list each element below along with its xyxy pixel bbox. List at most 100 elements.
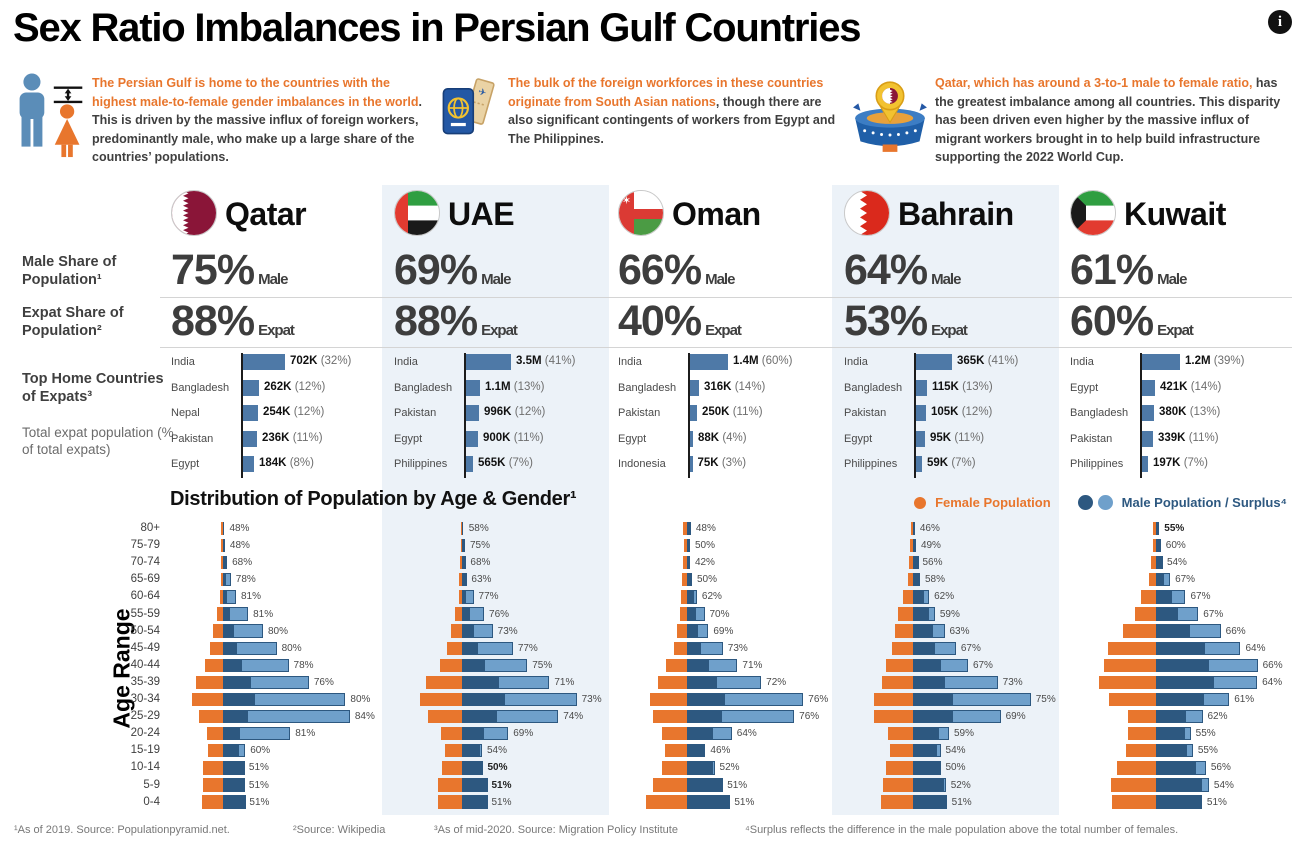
pyramid-female-bar [198, 709, 223, 724]
expat-origin-bar [690, 405, 697, 421]
pyramid-male-bar [1156, 675, 1213, 690]
pyramid-pct-label: 51% [1206, 796, 1227, 808]
pyramid-pct-label: 81% [295, 728, 316, 740]
pyramid-pct-label: 69% [513, 728, 534, 740]
pyramid-pct-label: 78% [293, 659, 314, 671]
expat-origin-bar [690, 456, 693, 472]
pyramid-surplus-bar [723, 692, 804, 707]
pyramid-surplus-bar [1159, 538, 1162, 553]
footnote-4: ⁴Surplus reflects the difference in the … [745, 824, 1179, 836]
pyramid-pct-label: 62% [701, 591, 722, 603]
pyramid-male-bar [687, 692, 724, 707]
pyramid-surplus-bar [934, 641, 956, 655]
male-female-height-icon [12, 72, 88, 168]
chart-legend: Female Population Male Population / Surp… [914, 495, 1287, 510]
age-tick-label: 75-79 [130, 539, 160, 552]
pyramid-male-bar [913, 556, 917, 570]
pyramid-female-bar [881, 675, 913, 690]
pyramid-male-bar [687, 538, 690, 553]
pyramid-pct-label: 76% [313, 676, 334, 688]
pyramid-surplus-bar [715, 675, 762, 690]
label-expat-share: Expat Share of Population² [22, 305, 124, 340]
pyramid-surplus-bar [928, 607, 935, 621]
pyramid-male-bar [913, 521, 915, 536]
expat-origin-bar [1142, 379, 1155, 396]
expat-origin-bar [690, 430, 693, 447]
pyramid-female-bar [1127, 709, 1156, 724]
pyramid-male-bar [687, 641, 701, 655]
pyramid-pct-label: 50% [697, 574, 718, 586]
pyramid-surplus-bar [712, 727, 732, 741]
pyramid-male-bar [913, 573, 919, 587]
expat-share-kuwait: 60% Expat [1070, 297, 1194, 346]
pyramid-surplus-bar [485, 795, 488, 809]
pyramid-male-bar [1156, 692, 1203, 707]
pyramid-male-bar [462, 692, 505, 707]
pyramid-surplus-bar [228, 607, 249, 621]
pyramid-pct-label: 48% [229, 540, 250, 552]
pyramid-surplus-bar [944, 675, 998, 690]
expat-origin-value: 105K (12%) [931, 406, 993, 418]
pyramid-surplus-bar [720, 778, 723, 792]
pyramid-female-bar [661, 727, 687, 741]
pyramid-surplus-bar [1201, 778, 1209, 792]
pyramid-female-bar [441, 761, 462, 775]
pyramid-pct-label: 67% [1203, 608, 1224, 620]
pyramid-male-bar [687, 675, 716, 690]
pyramid-pct-label: 50% [487, 762, 508, 774]
pyramid-female-bar [1108, 641, 1156, 655]
pyramid-pct-label: 51% [491, 779, 512, 791]
pyramid-male-bar [1156, 556, 1162, 570]
age-tick-label: 5-9 [143, 778, 160, 791]
pyramid-female-bar [658, 675, 687, 690]
footnote-2: ²Source: Wikipedia [293, 824, 386, 836]
pyramid-pct-label: 80% [268, 625, 289, 637]
info-button[interactable]: i [1268, 10, 1292, 34]
pyramid-section-title: Distribution of Population by Age & Gend… [170, 488, 577, 510]
pyramid-pct-label: 54% [945, 745, 966, 757]
pyramid-pct-label: 71% [554, 676, 575, 688]
pyramid-surplus-bar [1203, 641, 1241, 655]
expat-origin-value: 236K (11%) [262, 431, 323, 444]
pyramid-pct-label: 56% [1210, 762, 1231, 774]
pyramid-female-bar [455, 607, 462, 621]
pyramid-surplus-bar [720, 709, 795, 724]
pyramid-surplus-bar [694, 607, 705, 621]
expat-origin-label: Egypt [171, 458, 200, 470]
pyramid-pct-label: 51% [249, 796, 270, 808]
pyramid-female-bar [1122, 624, 1156, 638]
expat-origin-bar [916, 354, 952, 370]
pyramid-pct-label: 69% [1005, 711, 1026, 723]
pyramid-pct-label: 42% [694, 557, 715, 569]
expat-origin-label: Egypt [618, 432, 647, 445]
expat-origin-bar [466, 430, 478, 447]
pyramid-male-bar [687, 556, 690, 570]
pyramid-female-bar [910, 521, 913, 536]
expat-origin-label: Bangladesh [171, 381, 230, 394]
pyramid-pct-label: 68% [470, 557, 491, 569]
label-top-home-countries: Top Home Countries of Expats³ [22, 371, 164, 406]
age-tick-label: 60-64 [130, 590, 160, 603]
age-tick-label: 35-39 [130, 675, 160, 688]
country-name-bahrain: Bahrain [898, 196, 1014, 232]
pyramid-female-bar [221, 556, 223, 570]
expat-origin-label: India [171, 356, 195, 368]
pyramid-surplus-bar [712, 761, 715, 775]
expat-origin-value: 996K (12%) [484, 406, 546, 418]
pyramid-female-bar [885, 761, 913, 775]
pyramid-female-bar [665, 744, 687, 758]
expat-share-uae-unit: Expat [481, 322, 518, 339]
surplus-legend-dot-icon [1097, 495, 1113, 510]
pyramid-pct-label: 52% [950, 779, 971, 791]
pyramid-female-bar [438, 795, 462, 809]
pyramid-pct-label: 66% [1225, 625, 1246, 637]
pyramid-female-bar [646, 795, 687, 809]
pyramid-female-bar [1153, 521, 1156, 536]
pyramid-pct-label: 64% [1262, 676, 1283, 688]
pyramid-surplus-bar [253, 692, 346, 707]
expat-origin-value: 316K (14%) [704, 380, 766, 393]
pyramid-female-bar [192, 692, 223, 707]
expat-origin-label: Philippines [394, 458, 448, 470]
pyramid-female-bar [419, 692, 462, 707]
pyramid-pct-label: 51% [951, 796, 972, 808]
